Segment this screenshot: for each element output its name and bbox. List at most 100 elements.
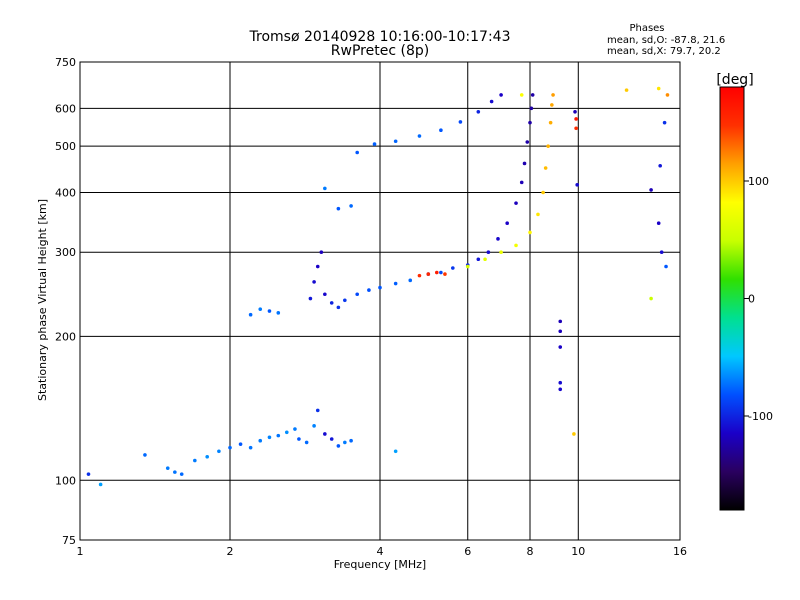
data-point bbox=[505, 221, 509, 226]
data-point bbox=[408, 278, 413, 283]
data-point bbox=[519, 93, 524, 97]
data-point bbox=[336, 444, 341, 448]
data-point bbox=[522, 161, 527, 166]
data-point bbox=[297, 437, 301, 441]
data-point bbox=[574, 126, 578, 131]
data-point bbox=[476, 110, 481, 114]
data-point bbox=[367, 288, 371, 292]
x-axis-title: Frequency [MHz] bbox=[334, 558, 426, 571]
data-point bbox=[543, 166, 548, 170]
colorbar-label: [deg] bbox=[716, 72, 753, 88]
data-point bbox=[574, 117, 578, 121]
data-point bbox=[572, 432, 576, 436]
y-tick-label: 100 bbox=[55, 474, 76, 487]
y-tick-label: 750 bbox=[55, 56, 76, 69]
data-point bbox=[323, 432, 327, 436]
phase-legend-title: Phases bbox=[629, 23, 664, 34]
phase-legend-o: mean, sd,O: -87.8, 21.6 bbox=[607, 35, 725, 46]
data-point bbox=[173, 470, 177, 474]
data-point bbox=[193, 458, 197, 463]
x-tick-label: 10 bbox=[571, 545, 585, 558]
data-point bbox=[514, 243, 518, 248]
data-point bbox=[248, 445, 253, 450]
data-point bbox=[308, 296, 313, 301]
y-axis-title: Stationary phase Virtual Height [km] bbox=[36, 199, 49, 401]
data-point bbox=[486, 250, 491, 255]
data-point bbox=[315, 264, 320, 269]
data-point bbox=[343, 440, 347, 445]
data-point bbox=[499, 250, 503, 255]
data-point bbox=[304, 440, 309, 445]
x-tick-label: 16 bbox=[673, 545, 687, 558]
x-tick-label: 6 bbox=[464, 545, 471, 558]
colorbar-tick-label: 0 bbox=[748, 293, 755, 306]
data-point bbox=[551, 93, 555, 97]
data-point bbox=[550, 103, 554, 107]
y-tick-label: 300 bbox=[55, 246, 76, 259]
x-tick-label: 8 bbox=[527, 545, 534, 558]
x-tick-label: 1 bbox=[77, 545, 84, 558]
data-point bbox=[528, 120, 532, 125]
data-point bbox=[529, 106, 534, 111]
data-point bbox=[558, 319, 563, 324]
data-point bbox=[525, 140, 530, 144]
data-point bbox=[329, 301, 334, 305]
data-point bbox=[528, 230, 532, 235]
data-point bbox=[217, 449, 221, 454]
data-point bbox=[541, 190, 545, 195]
data-point bbox=[558, 345, 563, 349]
data-point bbox=[575, 183, 580, 187]
data-point bbox=[558, 329, 563, 334]
data-point bbox=[86, 472, 91, 476]
data-point bbox=[349, 204, 353, 208]
data-points bbox=[86, 86, 670, 487]
data-point bbox=[558, 380, 563, 385]
phase-legend-x: mean, sd,X: 79.7, 20.2 bbox=[607, 46, 721, 57]
data-point bbox=[649, 296, 653, 301]
data-point bbox=[329, 437, 334, 441]
data-point bbox=[558, 387, 563, 392]
data-point bbox=[315, 408, 320, 413]
data-point bbox=[417, 273, 422, 278]
data-point bbox=[372, 142, 377, 146]
data-point bbox=[355, 150, 359, 155]
data-point bbox=[659, 250, 664, 255]
data-point bbox=[573, 110, 577, 114]
data-point bbox=[336, 206, 341, 211]
data-point bbox=[649, 188, 653, 192]
data-point bbox=[238, 442, 243, 446]
data-point bbox=[323, 186, 327, 191]
axis-ticks: 1 2 4 6 8 10 16 75 100 200 300 400 500 600 750 bbox=[55, 56, 687, 558]
data-point bbox=[458, 120, 463, 124]
data-point bbox=[434, 270, 439, 275]
data-point bbox=[378, 285, 382, 290]
y-tick-label: 200 bbox=[55, 330, 76, 343]
data-point bbox=[98, 482, 103, 487]
data-point bbox=[179, 472, 184, 476]
chart-title: Tromsø 20140928 10:16:00-10:17:43 bbox=[249, 29, 511, 45]
data-point bbox=[426, 272, 431, 276]
data-point bbox=[417, 134, 422, 138]
data-point bbox=[489, 99, 494, 104]
data-point bbox=[519, 180, 524, 185]
x-tick-label: 2 bbox=[227, 545, 234, 558]
colorbar bbox=[719, 86, 745, 511]
data-point bbox=[343, 298, 347, 303]
data-point bbox=[393, 281, 398, 286]
data-point bbox=[143, 453, 147, 457]
data-point bbox=[662, 120, 667, 125]
data-point bbox=[664, 264, 668, 269]
data-point bbox=[476, 257, 481, 262]
colorbar-ticks: 100 0 -100 bbox=[744, 175, 773, 423]
data-point bbox=[312, 280, 316, 284]
data-point bbox=[205, 454, 209, 459]
data-point bbox=[451, 266, 455, 270]
data-point bbox=[267, 309, 272, 313]
chart-subtitle: RwPretec (8p) bbox=[331, 43, 429, 59]
data-point bbox=[530, 93, 535, 97]
data-point bbox=[536, 212, 540, 217]
data-point bbox=[248, 312, 253, 317]
grid-lines bbox=[80, 62, 680, 540]
data-point bbox=[349, 438, 353, 443]
